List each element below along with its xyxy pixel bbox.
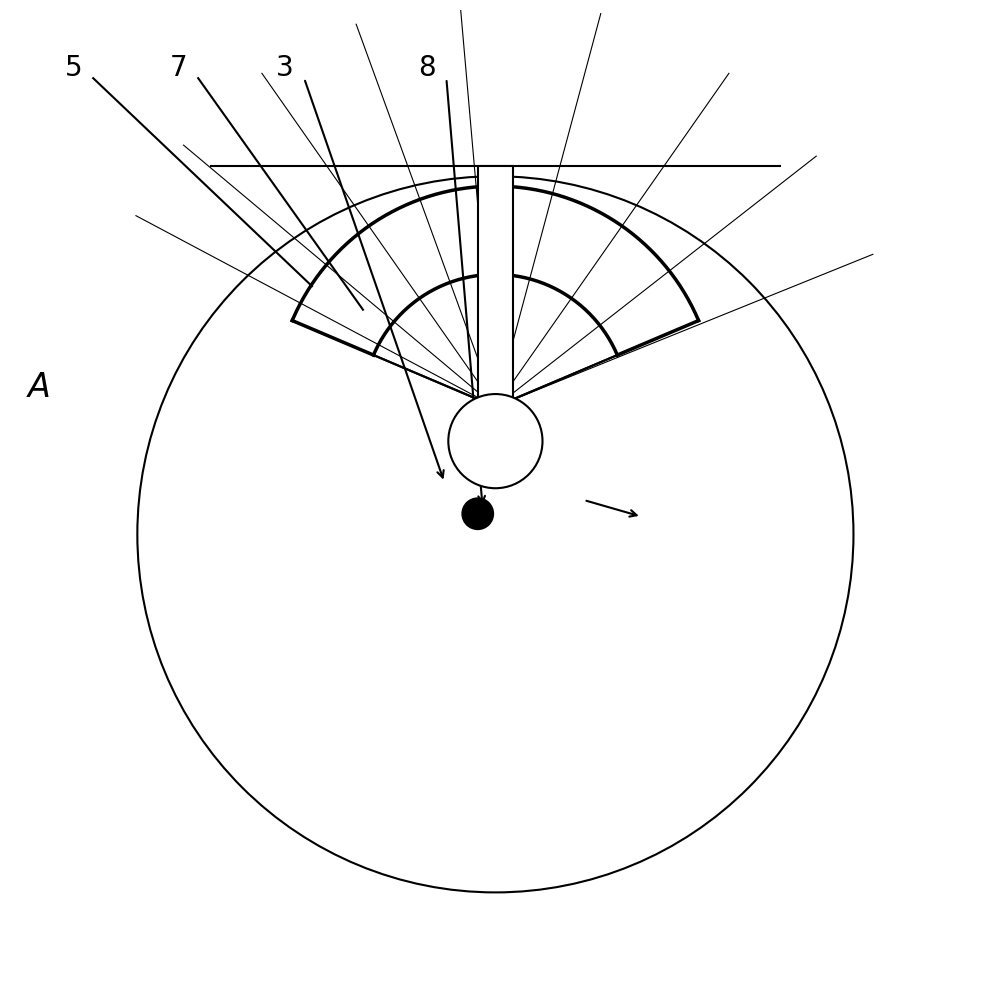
Text: A: A	[27, 371, 51, 404]
Text: 3: 3	[276, 54, 293, 82]
Text: 8: 8	[418, 54, 436, 82]
Bar	[478, 166, 513, 456]
Circle shape	[448, 394, 542, 488]
Text: 5: 5	[65, 54, 82, 82]
Text: 7: 7	[170, 54, 187, 82]
Circle shape	[462, 498, 493, 529]
